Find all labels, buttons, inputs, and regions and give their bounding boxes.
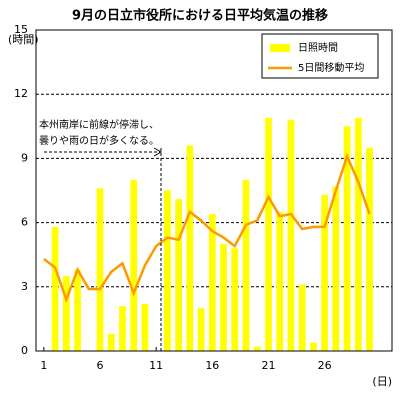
bar: [310, 342, 317, 351]
y-tick-label: 6: [21, 216, 28, 229]
bar: [354, 117, 362, 352]
bar: [197, 308, 205, 351]
y-axis-label: (時間): [8, 33, 39, 46]
bar: [141, 303, 149, 351]
bar: [276, 211, 284, 351]
bar: [231, 248, 239, 351]
x-tick-label: 11: [149, 359, 163, 372]
bar: [164, 190, 171, 351]
bar: [186, 145, 194, 351]
x-tick-label: 1: [40, 359, 47, 372]
y-tick-label: 9: [21, 151, 28, 164]
plot: [36, 93, 392, 352]
line: [43, 152, 371, 304]
bar: [96, 188, 104, 351]
bar: [107, 333, 115, 351]
bar: [74, 269, 81, 351]
annotation: 本州南岸に前線が停滞し、: [39, 118, 159, 131]
legend-label: 5日間移動平均: [298, 61, 364, 74]
bar: [220, 244, 227, 351]
bar: [175, 199, 182, 351]
legend-swatch: [270, 44, 290, 52]
y-tick-label: 12: [14, 87, 28, 100]
bar: [119, 306, 126, 351]
y-tick-label: 3: [21, 280, 28, 293]
bar: [321, 194, 328, 351]
bar: [242, 179, 250, 351]
x-tick-label: 21: [261, 359, 275, 372]
y-tick-label: 15: [14, 23, 28, 36]
annotation-arrowhead: [153, 147, 163, 157]
bar: [253, 346, 261, 351]
x-tick-label: 16: [205, 359, 219, 372]
bar: [332, 186, 340, 351]
x-tick-label: 6: [97, 359, 104, 372]
annotation: 曇りや雨の日が多くなる。: [39, 134, 159, 147]
x-tick-label: 26: [318, 359, 332, 372]
bar: [287, 119, 295, 351]
bar: [366, 147, 373, 351]
x-axis-label: (日): [372, 375, 392, 388]
bar: [265, 117, 272, 352]
bar: [51, 226, 59, 351]
bar: [208, 214, 216, 351]
bar: [62, 276, 70, 351]
bar: [343, 126, 351, 351]
legend-box: [261, 33, 379, 79]
legend-label: 日照時間: [298, 42, 338, 54]
plot-frame: [35, 29, 393, 352]
y-tick-label: 0: [21, 344, 28, 357]
bar: [298, 284, 306, 351]
chart-title: 9月の日立市役所における日平均気温の推移: [72, 8, 328, 24]
bar: [130, 179, 138, 351]
